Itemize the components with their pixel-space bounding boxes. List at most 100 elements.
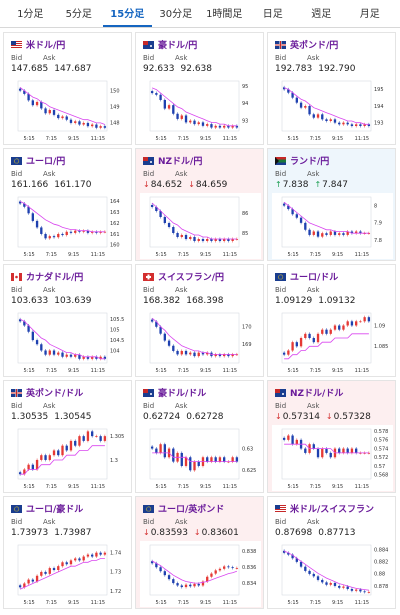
chart-container[interactable]: 0.884 0.882 0.88 0.878 5:15 7:15 9:15 11:15: [272, 541, 393, 607]
currency-pair-link[interactable]: 米ドル/スイスフラン: [275, 502, 391, 515]
candle-body: [180, 350, 183, 355]
candle-body: [333, 582, 337, 586]
x-tick-label: 5:15: [24, 600, 35, 606]
candle-body: [321, 233, 324, 237]
chart-container[interactable]: 150 149 148 5:15 7:15 9:15 11:15: [8, 77, 129, 143]
candle-body: [91, 356, 94, 359]
tab-6[interactable]: 週足: [311, 9, 332, 20]
tab-0[interactable]: 1分足: [17, 9, 44, 20]
moving-average-line: [283, 201, 369, 234]
y-tick-label: 195: [374, 87, 384, 93]
bid-value: 1.30535: [11, 412, 49, 422]
tab-2[interactable]: 15分足: [103, 0, 152, 27]
chart-container[interactable]: 86 85 5:15 7:15 9:15 11:15: [140, 193, 261, 259]
candle-body: [176, 113, 179, 119]
candle-body: [193, 461, 196, 471]
currency-pair-link[interactable]: ランド/円: [275, 154, 391, 167]
currency-pair-link[interactable]: 豪ドル/円: [143, 38, 259, 51]
candle-body: [329, 452, 332, 458]
currency-card[interactable]: ユーロ/ドル Bid Ask 1.09129 1.09132 1.09 1.085 5:15 7…: [267, 264, 396, 377]
chart-container[interactable]: 0.838 0.836 0.834 5:15 7:15 9:15 11:15: [140, 541, 261, 607]
currency-pair-link[interactable]: ユーロ/豪ドル: [11, 502, 127, 515]
chart-container[interactable]: 1.09 1.085 5:15 7:15 9:15 11:15: [272, 309, 393, 375]
currency-pair-link[interactable]: ユーロ/英ポンド: [143, 502, 259, 515]
chart-container[interactable]: 0.63 0.625 5:15 7:15 9:15 11:15: [140, 425, 261, 491]
x-tick-label: 7:15: [310, 484, 321, 490]
currency-card[interactable]: ユーロ/豪ドル Bid Ask 1.73973 1.73987 1.74 1.73 1.72 5…: [3, 496, 132, 609]
candle-body: [235, 457, 239, 462]
tab-3[interactable]: 30分足: [159, 9, 193, 20]
currency-card[interactable]: 英ポンド/ドル Bid Ask 1.30535 1.30545 1.305 1.3 5:15 7…: [3, 380, 132, 493]
arrow-down-icon: ↓: [275, 412, 282, 421]
currency-card[interactable]: 米ドル/円 Bid Ask 147.685 147.687 150 149 148 5:15 7:…: [3, 32, 132, 145]
x-tick-label: 5:15: [24, 368, 35, 374]
bid-label: Bid: [11, 54, 23, 62]
tab-1[interactable]: 5分足: [65, 9, 92, 20]
currency-card[interactable]: 米ドル/スイスフラン Bid Ask 0.87698 0.87713 0.884 0.882…: [267, 496, 396, 609]
currency-card[interactable]: ユーロ/円 Bid Ask 161.166 161.170 164 163 162 161 160…: [3, 148, 132, 261]
chart-container[interactable]: 0.578 0.576 0.574 0.572 0.57 0.568 5:15 7:15 9:1…: [272, 425, 393, 491]
candle-body: [172, 448, 175, 462]
currency-card[interactable]: 英ポンド/円 Bid Ask 192.783 192.790 195 194 193 5:15 7…: [267, 32, 396, 145]
currency-card[interactable]: 豪ドル/円 Bid Ask 92.633 92.638 95 94 93 5:15 7:15 9:1…: [135, 32, 264, 145]
bid-value-wrap: 1.30535: [11, 412, 48, 422]
y-tick-label: 105.5: [110, 317, 124, 323]
candle-body: [329, 119, 332, 121]
chart-container[interactable]: 8 7.9 7.8 5:15 7:15 9:15 11:15: [272, 193, 393, 259]
currency-pair-link[interactable]: ユーロ/ドル: [275, 270, 391, 283]
candle-body: [282, 352, 286, 355]
chart-container[interactable]: 1.74 1.73 1.72 5:15 7:15 9:15 11:15: [8, 541, 129, 607]
ask-value-wrap: ↓0.83601: [194, 528, 239, 538]
currency-card[interactable]: スイスフラン/円 Bid Ask 168.382 168.398 170 169 5:15 7:…: [135, 264, 264, 377]
bid-value: 0.57314: [282, 412, 320, 422]
currency-pair-link[interactable]: ユーロ/円: [11, 154, 127, 167]
chart-container[interactable]: 170 169 5:15 7:15 9:15 11:15: [140, 309, 261, 375]
candle-body: [282, 437, 286, 440]
quote-values: 147.685 147.687: [11, 64, 97, 74]
currency-card[interactable]: カナダドル/円 Bid Ask 103.633 103.639 105.5 105 104.5…: [3, 264, 132, 377]
price-chart: 0.63 0.625 5:15 7:15 9:15 11:15: [149, 428, 256, 490]
chart-container[interactable]: 105.5 105 104.5 104 5:15 7:15 9:15 11:15: [8, 309, 129, 375]
bid-value-wrap: 192.783: [275, 64, 312, 74]
moving-average-line: [19, 558, 105, 590]
currency-card[interactable]: NZドル/円 Bid Ask ↓84.652 ↓84.659 86 85 5:15 7:15 9:…: [135, 148, 264, 261]
currency-pair-link[interactable]: NZドル/ドル: [275, 386, 391, 399]
currency-pair-link[interactable]: NZドル/円: [143, 154, 259, 167]
candle-body: [231, 567, 234, 569]
currency-card[interactable]: ランド/円 Bid Ask ↑7.838 ↑7.847 8 7.9 7.8 5:15 7:15 9:…: [267, 148, 396, 261]
y-tick-label: 7.8: [374, 238, 382, 244]
x-tick-label: 7:15: [178, 600, 189, 606]
currency-pair-link[interactable]: 米ドル/円: [11, 38, 127, 51]
currency-pair-link[interactable]: 英ポンド/円: [275, 38, 391, 51]
y-tick-label: 1.085: [374, 344, 388, 350]
tab-5[interactable]: 日足: [262, 9, 283, 20]
candle-body: [325, 119, 328, 121]
tab-7[interactable]: 月足: [359, 9, 380, 20]
currency-pair-link[interactable]: 英ポンド/ドル: [11, 386, 127, 399]
arrow-down-icon: ↓: [143, 180, 150, 189]
candle-body: [180, 115, 183, 119]
candle-body: [95, 436, 98, 437]
currency-pair-link[interactable]: スイスフラン/円: [143, 270, 259, 283]
candle-body: [86, 431, 90, 441]
ask-value: 92.638: [180, 64, 213, 74]
chart-container[interactable]: 164 163 162 161 160 5:15 7:15 9:15 11:15: [8, 193, 129, 259]
candle-body: [103, 552, 107, 555]
currency-card[interactable]: ユーロ/英ポンド Bid Ask ↓0.83593 ↓0.83601 0.838 0.836…: [135, 496, 264, 609]
tab-4[interactable]: 1時間足: [206, 9, 243, 20]
chart-container[interactable]: 95 94 93 5:15 7:15 9:15 11:15: [140, 77, 261, 143]
currency-card[interactable]: NZドル/ドル Bid Ask ↓0.57314 ↓0.57328 0.578 0.576 0…: [267, 380, 396, 493]
y-tick-label: 148: [110, 121, 120, 127]
chart-container[interactable]: 1.305 1.3 5:15 7:15 9:15 11:15: [8, 425, 129, 491]
quote-values: 0.87698 0.87713: [275, 528, 361, 538]
chart-container[interactable]: 195 194 193 5:15 7:15 9:15 11:15: [272, 77, 393, 143]
currency-card[interactable]: 豪ドル/ドル Bid Ask 0.62724 0.62728 0.63 0.625 5:15 7…: [135, 380, 264, 493]
ask-label: Ask: [43, 54, 56, 62]
candle-body: [214, 354, 217, 357]
candle-body: [299, 102, 303, 108]
currency-pair-link[interactable]: カナダドル/円: [11, 270, 127, 283]
candle-body: [150, 205, 154, 207]
currency-pair-link[interactable]: 豪ドル/ドル: [143, 386, 259, 399]
candle-body: [223, 566, 226, 569]
bid-value-wrap: 0.87698: [275, 528, 312, 538]
